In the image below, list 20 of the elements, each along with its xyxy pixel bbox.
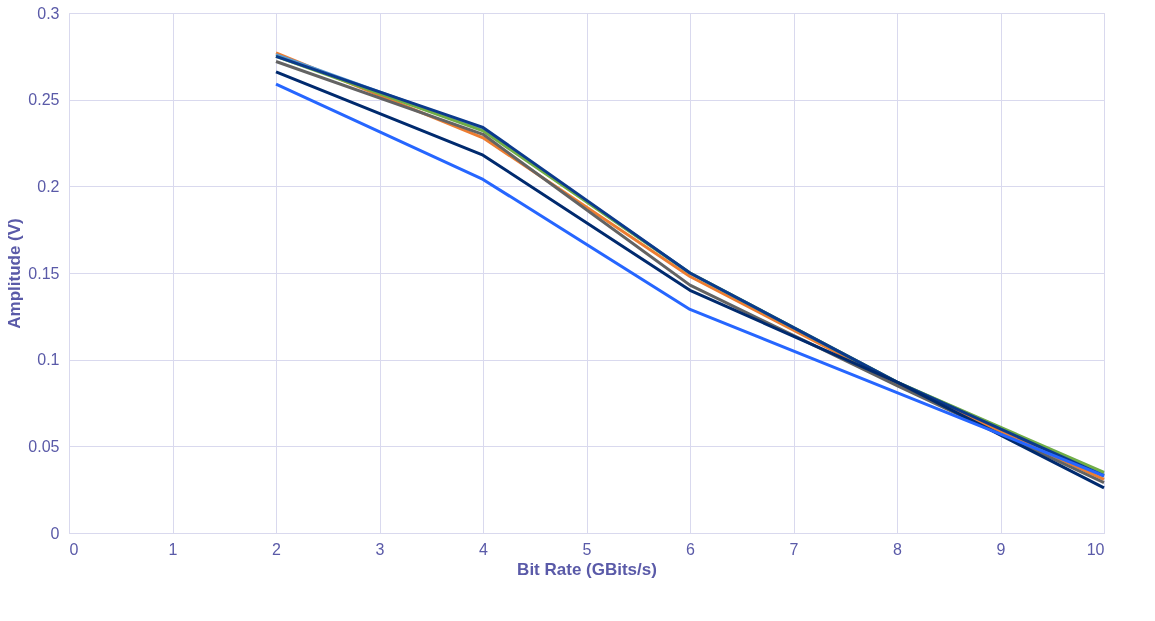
y-axis-title: Amplitude (V) <box>5 218 25 329</box>
y-tick-label: 0.25 <box>28 91 60 109</box>
y-tick-label: 0.15 <box>28 264 60 282</box>
x-tick-label: 9 <box>996 540 1006 558</box>
x-axis-title: Bit Rate (GBits/s) <box>517 559 657 579</box>
x-tick-label: 8 <box>893 540 903 558</box>
y-tick-label: 0.1 <box>37 351 60 369</box>
x-tick-label: 5 <box>582 540 592 558</box>
y-tick-label: 0.05 <box>28 437 60 455</box>
y-tick-label: 0.2 <box>37 177 60 195</box>
x-tick-label: 6 <box>686 540 696 558</box>
x-tick-label: 4 <box>479 540 489 558</box>
x-tick-label: 7 <box>789 540 799 558</box>
y-tick-label: 0.3 <box>37 4 60 22</box>
x-tick-label: 10 <box>1086 540 1105 558</box>
x-tick-label: 1 <box>168 540 178 558</box>
y-tick-label: 0 <box>50 524 60 542</box>
x-tick-label: 0 <box>69 540 79 558</box>
x-tick-label: 3 <box>375 540 385 558</box>
x-tick-label: 2 <box>272 540 282 558</box>
